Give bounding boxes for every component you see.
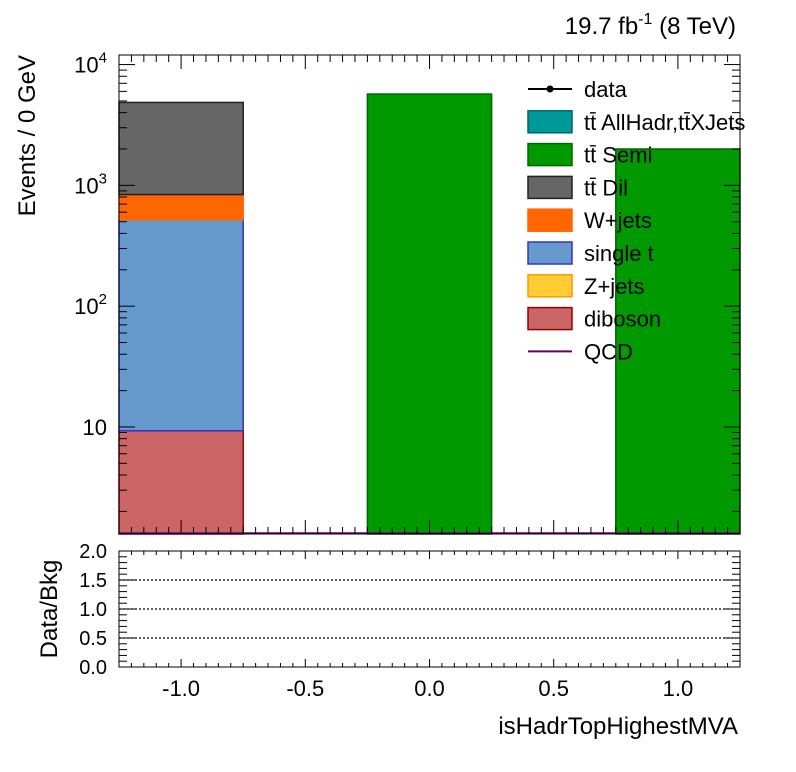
- bar-tt-dil-bin-0: [118, 101, 244, 196]
- ratio-y-tick-label: 0.0: [79, 657, 107, 679]
- legend: data tt̄ AllHadr,tt̄XJets tt̄ Semi tt̄ Dil W…: [527, 77, 745, 364]
- legend-swatch: [527, 110, 573, 134]
- lumi-label: 19.7 fb-1 (8 TeV): [565, 11, 736, 40]
- legend-swatch: [527, 175, 573, 200]
- ratio-y-tick-label: 0.5: [79, 628, 107, 650]
- legend-label: W+jets: [584, 208, 652, 233]
- legend-label: diboson: [584, 307, 661, 332]
- legend-label: data: [584, 77, 628, 102]
- ratio-reference-lines: [119, 579, 740, 639]
- y-tick-exponent: 2: [99, 291, 107, 308]
- bar-w-jets-bin-0: [118, 193, 244, 221]
- ratio-y-ticks: [119, 550, 740, 668]
- y-tick-label: 103: [74, 170, 107, 198]
- ratio-y-tick-label: 1.5: [79, 570, 107, 592]
- lumi-value: 19.7 fb: [565, 13, 638, 40]
- x-tick-label: 0.5: [538, 676, 569, 701]
- x-tick-label: 1.0: [663, 676, 694, 701]
- legend-label: QCD: [584, 339, 633, 364]
- legend-swatch: [527, 274, 573, 298]
- ratio-y-tick-label: 1.0: [79, 599, 107, 621]
- ratio-y-tick-label: 2.0: [79, 541, 107, 563]
- main-y-axis-label: Events / 0 GeV: [14, 55, 41, 216]
- legend-swatch-data-marker: [546, 85, 554, 93]
- y-tick-exponent: 4: [99, 50, 107, 67]
- y-tick-label: 10: [83, 415, 107, 440]
- legend-swatch: [527, 306, 573, 331]
- x-tick-label: -1.0: [162, 676, 200, 701]
- legend-label: tt̄ Dil: [584, 175, 628, 200]
- bar-tt-semi-bin-1: [366, 93, 493, 535]
- legend-label: Z+jets: [584, 274, 645, 299]
- main-y-ticks: [119, 64, 740, 512]
- y-tick-base: 10: [74, 173, 98, 198]
- lumi-exponent: -1: [638, 11, 652, 28]
- x-axis-label: isHadrTopHighestMVA: [498, 713, 738, 740]
- legend-label: single t: [584, 241, 654, 266]
- ratio-y-tick-labels: 2.0 1.5 1.0 0.5 0.0: [79, 541, 107, 679]
- ratio-y-axis-label: Data/Bkg: [36, 560, 63, 659]
- ratio-plot: 2.0 1.5 1.0 0.5 0.0 -1.0 -0.5 0.0 0.5 1.0 Data/B…: [36, 541, 741, 740]
- legend-label: tt̄ Semi: [584, 143, 652, 168]
- bar-single-t-bin-0: [118, 218, 244, 432]
- y-tick-label: 104: [74, 50, 107, 78]
- bar-tt-semi-bin-2: [615, 148, 741, 535]
- lumi-energy: (8 TeV): [652, 13, 736, 40]
- legend-swatch: [527, 142, 573, 167]
- legend-label: tt̄ AllHadr,tt̄XJets: [584, 110, 745, 135]
- y-tick-exponent: 3: [99, 170, 107, 187]
- stack-bars: [118, 93, 741, 535]
- bar-diboson-bin-0: [118, 430, 244, 535]
- legend-swatch: [527, 241, 573, 265]
- y-tick-base: 10: [83, 415, 107, 440]
- ratio-x-ticks: [118, 551, 741, 667]
- main-x-ticks: [118, 55, 741, 534]
- x-tick-label: -0.5: [286, 676, 324, 701]
- legend-swatch: [527, 208, 573, 232]
- y-tick-label: 102: [74, 291, 107, 319]
- ratio-x-tick-labels: -1.0 -0.5 0.0 0.5 1.0: [162, 676, 693, 701]
- y-tick-base: 10: [74, 53, 98, 78]
- y-tick-base: 10: [74, 294, 98, 319]
- x-tick-label: 0.0: [414, 676, 445, 701]
